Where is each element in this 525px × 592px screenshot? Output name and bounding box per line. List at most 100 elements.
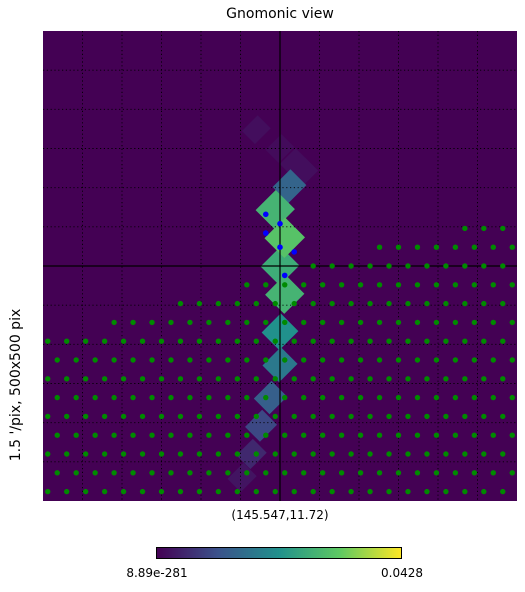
point: [244, 282, 250, 288]
point: [471, 394, 478, 401]
point: [500, 488, 506, 495]
point: [414, 470, 421, 476]
point: [462, 338, 468, 344]
point: [329, 338, 335, 344]
point: [452, 470, 459, 476]
band-cell: [272, 169, 307, 203]
highlighted-point: [277, 220, 283, 227]
point: [433, 319, 440, 326]
point: [414, 357, 421, 363]
point: [225, 357, 231, 363]
point: [234, 413, 241, 420]
point: [177, 413, 184, 420]
point: [101, 488, 108, 495]
point: [376, 282, 383, 288]
point: [310, 413, 316, 420]
point: [500, 451, 506, 457]
point: [54, 357, 60, 363]
point: [120, 376, 127, 382]
point: [414, 319, 421, 326]
point: [263, 470, 269, 476]
point: [54, 394, 60, 401]
point: [319, 470, 326, 476]
point: [282, 432, 288, 438]
point: [500, 338, 506, 344]
point: [395, 244, 402, 250]
point: [405, 263, 411, 269]
point: [149, 432, 155, 438]
point: [367, 338, 373, 344]
point: [338, 282, 345, 288]
point: [348, 488, 354, 495]
point: [291, 488, 297, 495]
point: [63, 338, 70, 344]
point: [424, 338, 430, 344]
point: [414, 282, 421, 288]
point: [272, 413, 278, 420]
point: [443, 300, 449, 307]
point: [196, 376, 203, 382]
point: [386, 451, 392, 457]
point: [291, 300, 297, 307]
point: [45, 413, 51, 420]
point: [490, 432, 496, 438]
point: [424, 488, 430, 495]
point: [187, 432, 193, 438]
point: [63, 376, 70, 382]
point: [395, 357, 402, 363]
point: [348, 263, 354, 269]
point: [206, 394, 212, 401]
point: [215, 376, 222, 382]
point: [177, 488, 184, 495]
point: [462, 225, 468, 232]
point: [253, 488, 259, 495]
point: [414, 244, 421, 250]
point: [500, 263, 506, 269]
point: [405, 338, 411, 344]
point: [329, 413, 335, 420]
point: [263, 394, 269, 401]
point: [376, 319, 383, 326]
point: [177, 376, 184, 382]
point: [376, 470, 383, 476]
point: [54, 470, 60, 476]
point: [244, 470, 250, 476]
point: [282, 282, 288, 288]
point: [405, 376, 411, 382]
point: [206, 432, 212, 438]
point: [367, 300, 373, 307]
point: [291, 376, 297, 382]
point: [310, 451, 316, 457]
point: [130, 319, 136, 326]
point: [282, 357, 288, 363]
point: [244, 432, 250, 438]
point: [187, 470, 193, 476]
point: [481, 376, 487, 382]
point: [357, 357, 364, 363]
point: [500, 300, 506, 307]
point: [367, 413, 373, 420]
point: [452, 394, 459, 401]
point: [357, 319, 364, 326]
point: [234, 338, 241, 344]
point: [452, 319, 459, 326]
point: [177, 338, 184, 344]
point: [215, 338, 222, 344]
point: [348, 413, 354, 420]
point: [101, 413, 108, 420]
point: [310, 338, 316, 344]
point: [462, 451, 468, 457]
point: [348, 338, 354, 344]
point: [462, 488, 468, 495]
point: [386, 300, 392, 307]
point: [301, 282, 307, 288]
point: [338, 432, 345, 438]
point: [301, 357, 307, 363]
colorbar-min-label: 8.89e-281: [126, 566, 188, 580]
band-cell: [241, 115, 271, 145]
point: [310, 376, 316, 382]
point: [149, 470, 155, 476]
point: [424, 263, 430, 269]
point: [206, 470, 212, 476]
